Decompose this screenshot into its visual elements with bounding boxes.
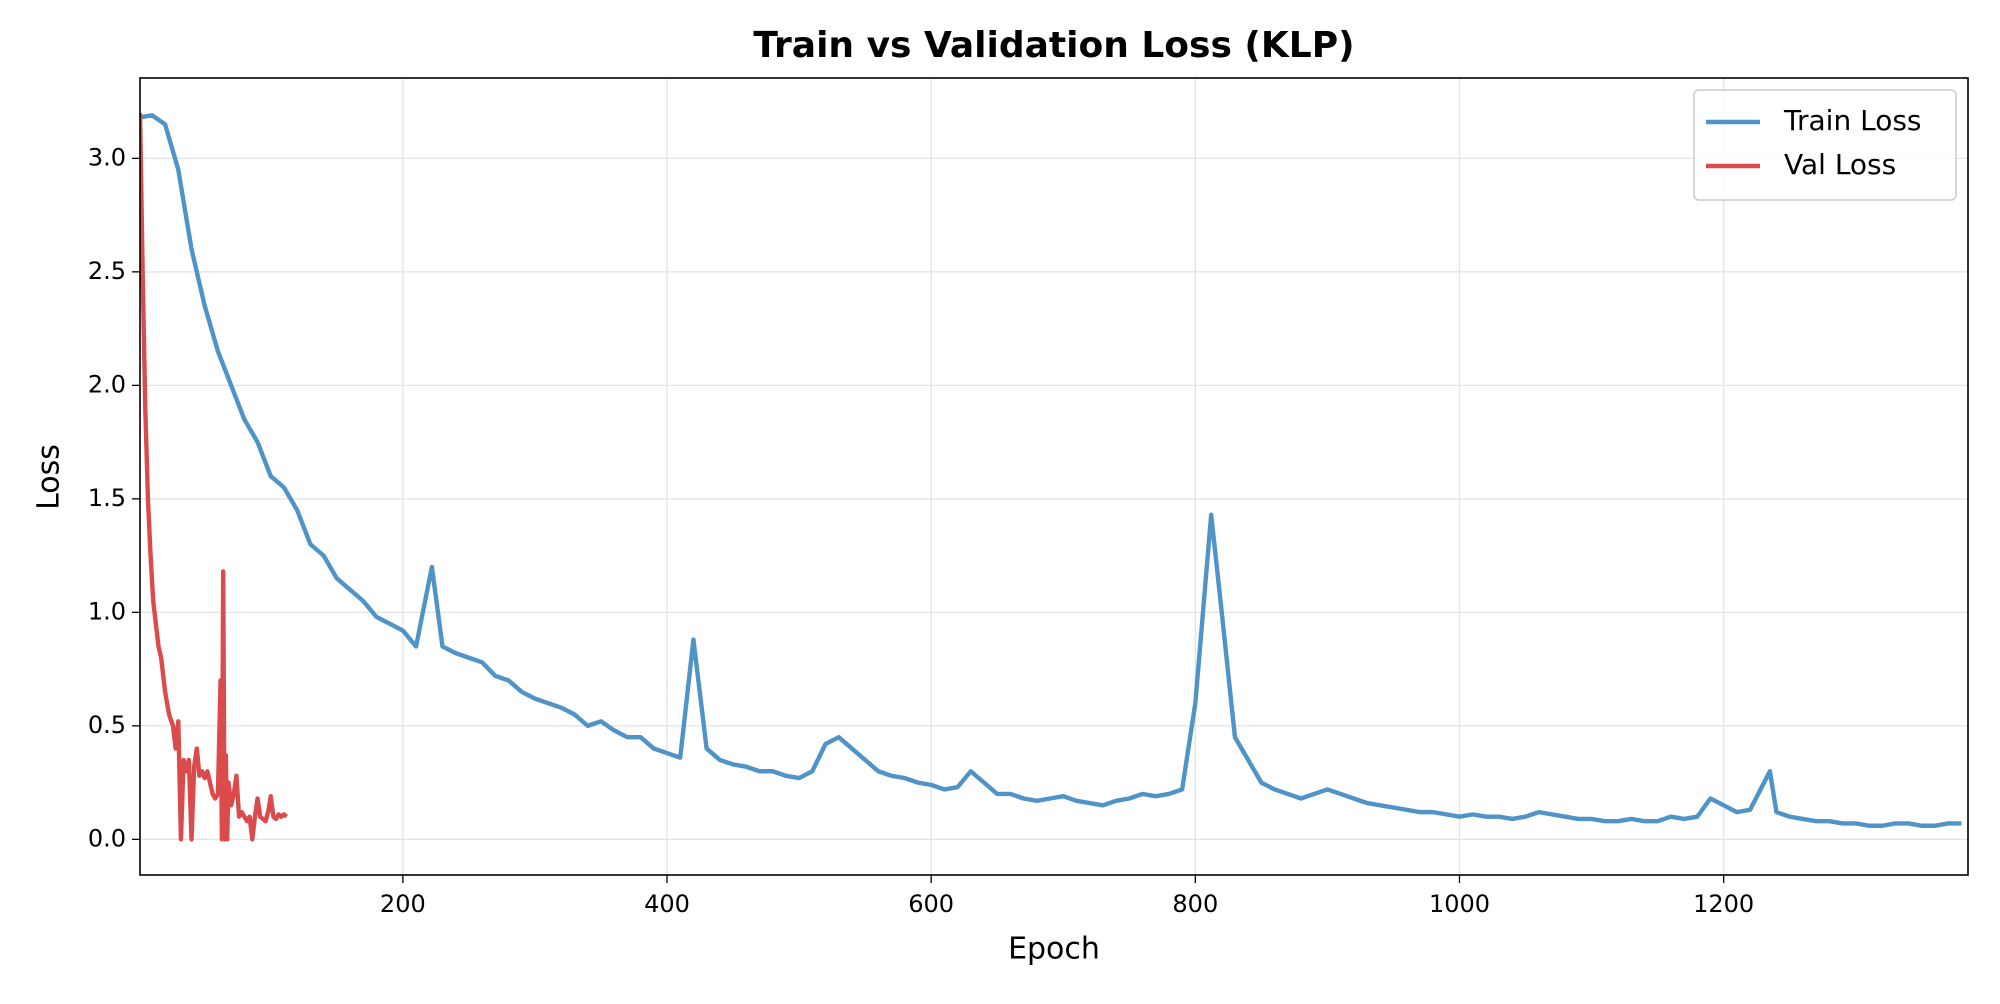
- y-tick-label: 2.5: [88, 257, 126, 285]
- x-tick-label: 200: [380, 890, 426, 918]
- legend-label: Train Loss: [1783, 104, 1922, 137]
- x-tick-label: 800: [1172, 890, 1218, 918]
- legend-label: Val Loss: [1784, 148, 1896, 181]
- y-tick-label: 2.0: [88, 370, 126, 398]
- y-tick-label: 0.5: [88, 711, 126, 739]
- y-tick-label: 3.0: [88, 143, 126, 171]
- legend: Train Loss Val Loss: [1693, 89, 1957, 201]
- series-line: [140, 112, 289, 842]
- plot-area: [140, 112, 1962, 842]
- legend-box: [1693, 89, 1957, 201]
- chart-title: Train vs Validation Loss (KLP): [753, 25, 1354, 66]
- x-tick-label: 400: [644, 890, 690, 918]
- series-line: [140, 113, 1962, 828]
- x-tick-label: 1000: [1429, 890, 1490, 918]
- x-tick-label: 600: [908, 890, 954, 918]
- y-tick-label: 0.0: [88, 824, 126, 852]
- x-tick-label: 1200: [1693, 890, 1754, 918]
- axes-frame: [139, 77, 1969, 876]
- grid: [140, 78, 1968, 875]
- x-axis-label: Epoch: [1008, 932, 1100, 967]
- y-tick-label: 1.0: [88, 597, 126, 625]
- y-tick-label: 1.5: [88, 484, 126, 512]
- y-axis-label: Loss: [32, 444, 67, 510]
